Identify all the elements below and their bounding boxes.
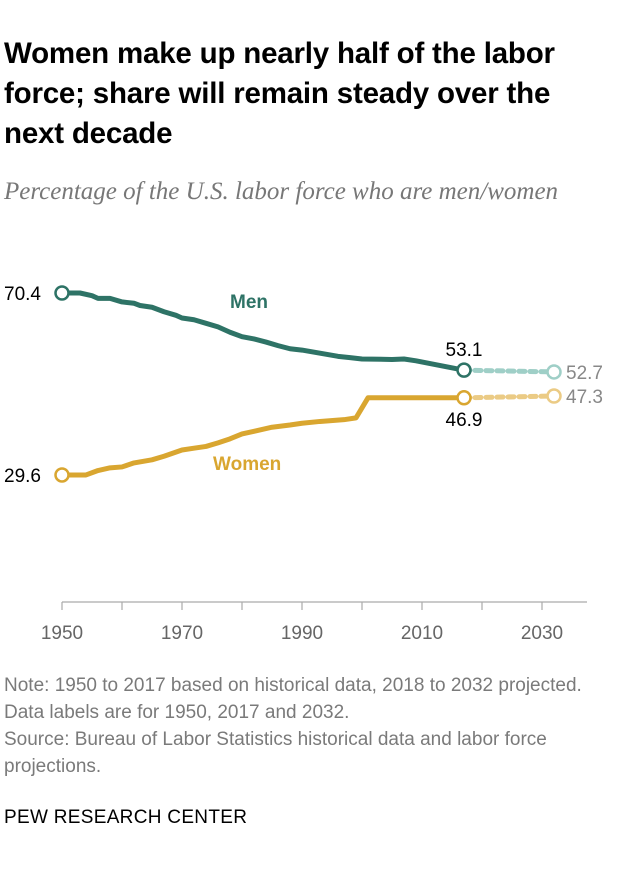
men-data-label-2032: 52.7 [566,363,603,384]
men-data-label-2017: 53.1 [446,340,483,361]
men-historical-line [62,290,465,373]
chart-title: Women make up nearly half of the labor f… [4,37,555,150]
source-text: Source: Bureau of Labor Statistics histo… [4,729,547,777]
men-marker-2032 [546,364,562,380]
x-tick-label: 1990 [281,623,323,644]
women-data-label-2032: 47.3 [566,387,603,408]
brand-logo-text: PEW RESEARCH CENTER [4,807,248,828]
men-projected-line [461,367,557,375]
x-tick-label: 2010 [401,623,443,644]
women-marker-1950 [54,467,70,483]
women-marker-2017 [456,390,472,406]
women-data-label-1950: 29.6 [4,466,41,487]
women-marker-2032 [546,388,562,404]
men-marker-1950 [54,285,70,301]
women-historical-line [62,395,464,478]
women-projected-line [461,393,557,401]
line-chart: 1950 1970 1990 2010 2030 70.4 53.1 52.7 29.6 46.… [4,284,603,644]
x-tick-label: 2030 [521,623,563,644]
men-data-label-1950: 70.4 [4,284,41,305]
men-marker-2017 [456,362,472,378]
women-data-label-2017: 46.9 [446,410,483,431]
x-tick-label: 1970 [161,623,203,644]
series-label-men: Men [230,292,268,313]
series-label-women: Women [213,454,281,475]
chart-subtitle: Percentage of the U.S. labor force who a… [4,178,559,205]
x-tick-label: 1950 [41,623,83,644]
footnote: Note: 1950 to 2017 based on historical d… [4,672,604,780]
note-text: Note: 1950 to 2017 based on historical d… [4,675,582,723]
